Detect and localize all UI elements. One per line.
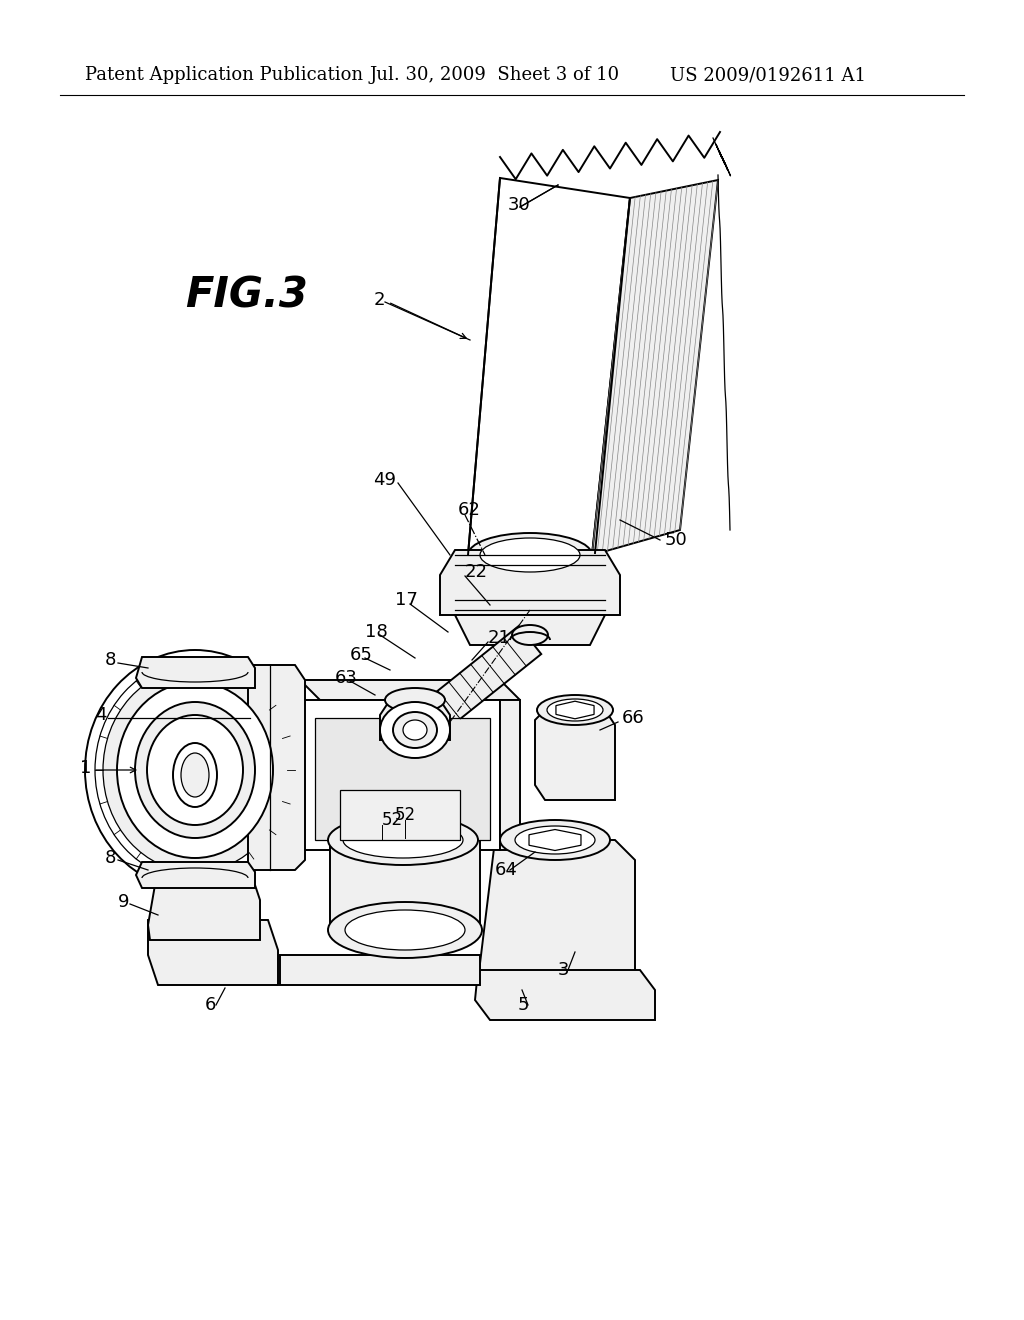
Ellipse shape [135,702,255,838]
Ellipse shape [117,682,273,858]
Text: 8: 8 [105,651,117,669]
Text: 52: 52 [394,807,416,824]
Text: 22: 22 [465,564,488,581]
Ellipse shape [328,902,482,958]
Text: 66: 66 [622,709,645,727]
Ellipse shape [537,696,613,725]
Text: 21: 21 [488,630,511,647]
Ellipse shape [468,533,592,577]
Ellipse shape [147,715,243,825]
Text: Jul. 30, 2009  Sheet 3 of 10: Jul. 30, 2009 Sheet 3 of 10 [370,66,621,84]
Polygon shape [148,920,278,985]
Ellipse shape [403,719,427,741]
Text: 1: 1 [80,759,91,777]
Polygon shape [478,840,635,1001]
Polygon shape [136,862,255,888]
Ellipse shape [515,826,595,854]
Text: 49: 49 [373,471,396,488]
Ellipse shape [500,820,610,861]
Polygon shape [455,615,605,645]
Ellipse shape [85,649,305,890]
Polygon shape [280,954,480,985]
Ellipse shape [345,909,465,950]
Ellipse shape [480,539,580,572]
Ellipse shape [547,700,603,721]
Text: 62: 62 [458,502,481,519]
Ellipse shape [343,822,463,858]
Ellipse shape [173,743,217,807]
Polygon shape [148,884,260,940]
Ellipse shape [103,668,287,873]
Polygon shape [340,789,460,840]
Text: 64: 64 [495,861,518,879]
Text: 4: 4 [95,706,106,723]
Text: 2: 2 [374,290,385,309]
Polygon shape [592,180,718,554]
Text: 3: 3 [558,961,569,979]
Ellipse shape [512,624,548,645]
Polygon shape [248,665,305,870]
Polygon shape [468,178,630,554]
Ellipse shape [328,814,478,865]
Polygon shape [300,700,500,850]
Text: US 2009/0192611 A1: US 2009/0192611 A1 [670,66,866,84]
Polygon shape [330,840,480,931]
Text: FIG.3: FIG.3 [185,275,308,315]
Polygon shape [380,700,450,741]
Ellipse shape [181,752,209,797]
Polygon shape [535,710,615,800]
Text: 9: 9 [118,894,129,911]
Text: 52: 52 [382,810,403,829]
Ellipse shape [385,688,445,711]
Polygon shape [475,970,655,1020]
Polygon shape [556,701,594,719]
Polygon shape [315,718,490,840]
Text: 17: 17 [395,591,418,609]
Text: 8: 8 [105,849,117,867]
Text: 6: 6 [205,997,216,1014]
Text: 5: 5 [518,997,529,1014]
Polygon shape [136,657,255,688]
Text: 63: 63 [335,669,357,686]
Text: 30: 30 [508,195,530,214]
Ellipse shape [380,702,450,758]
Text: 18: 18 [365,623,388,642]
Polygon shape [440,550,620,615]
Polygon shape [500,700,520,850]
Polygon shape [419,626,542,734]
Text: Patent Application Publication: Patent Application Publication [85,66,364,84]
Ellipse shape [95,660,295,880]
Polygon shape [300,680,520,700]
Ellipse shape [393,711,437,748]
Polygon shape [529,829,581,850]
Text: 65: 65 [350,645,373,664]
Text: 50: 50 [665,531,688,549]
